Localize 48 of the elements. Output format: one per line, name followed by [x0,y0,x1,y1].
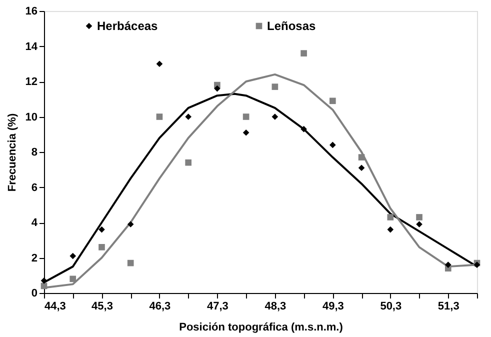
x-tick-label: 46,3 [149,300,171,312]
point [387,226,394,233]
point [156,114,163,120]
point [185,159,192,166]
point [272,84,278,90]
point [156,60,163,68]
point [70,276,76,282]
y-tick-label: 6 [31,182,38,194]
point [330,142,336,148]
point [300,50,307,56]
x-tick-label: 45,3 [92,300,113,312]
legend-label: Herbáceas [97,19,158,33]
legend-label: Leñosas [267,19,316,33]
point [242,114,250,120]
point [416,214,422,220]
point [40,278,48,284]
x-tick-label: 50,3 [380,300,402,312]
y-axis-title: Frecuencia (%) [6,113,18,192]
point [358,164,365,172]
y-tick-label: 12 [25,76,38,88]
point [127,260,134,266]
y-tick-label: 8 [31,146,38,158]
point [416,221,422,228]
point [242,129,250,136]
y-tick-label: 0 [31,288,38,300]
x-tick-label: 47,3 [206,300,228,312]
point [98,226,105,233]
point [387,214,394,220]
y-tick-label: 4 [31,217,38,229]
y-tick-label: 10 [25,111,38,124]
point [358,154,365,160]
x-tick-label: 48,3 [264,300,286,312]
x-tick-label: 49,3 [322,300,344,312]
y-tick-label: 14 [25,40,38,53]
y-tick-label: 2 [31,252,38,264]
point [330,98,336,104]
point [70,252,76,260]
point [98,244,105,250]
point [214,85,220,92]
x-tick-label: 44,3 [44,300,66,312]
point [185,114,192,120]
point [444,262,452,268]
point [272,114,278,120]
y-tick-label: 16 [25,6,38,18]
x-axis-title: Posición topográfica (m.s.n.m.) [179,322,344,334]
point [127,221,134,228]
point [300,126,307,132]
x-tick-label: 51,3 [438,300,460,312]
